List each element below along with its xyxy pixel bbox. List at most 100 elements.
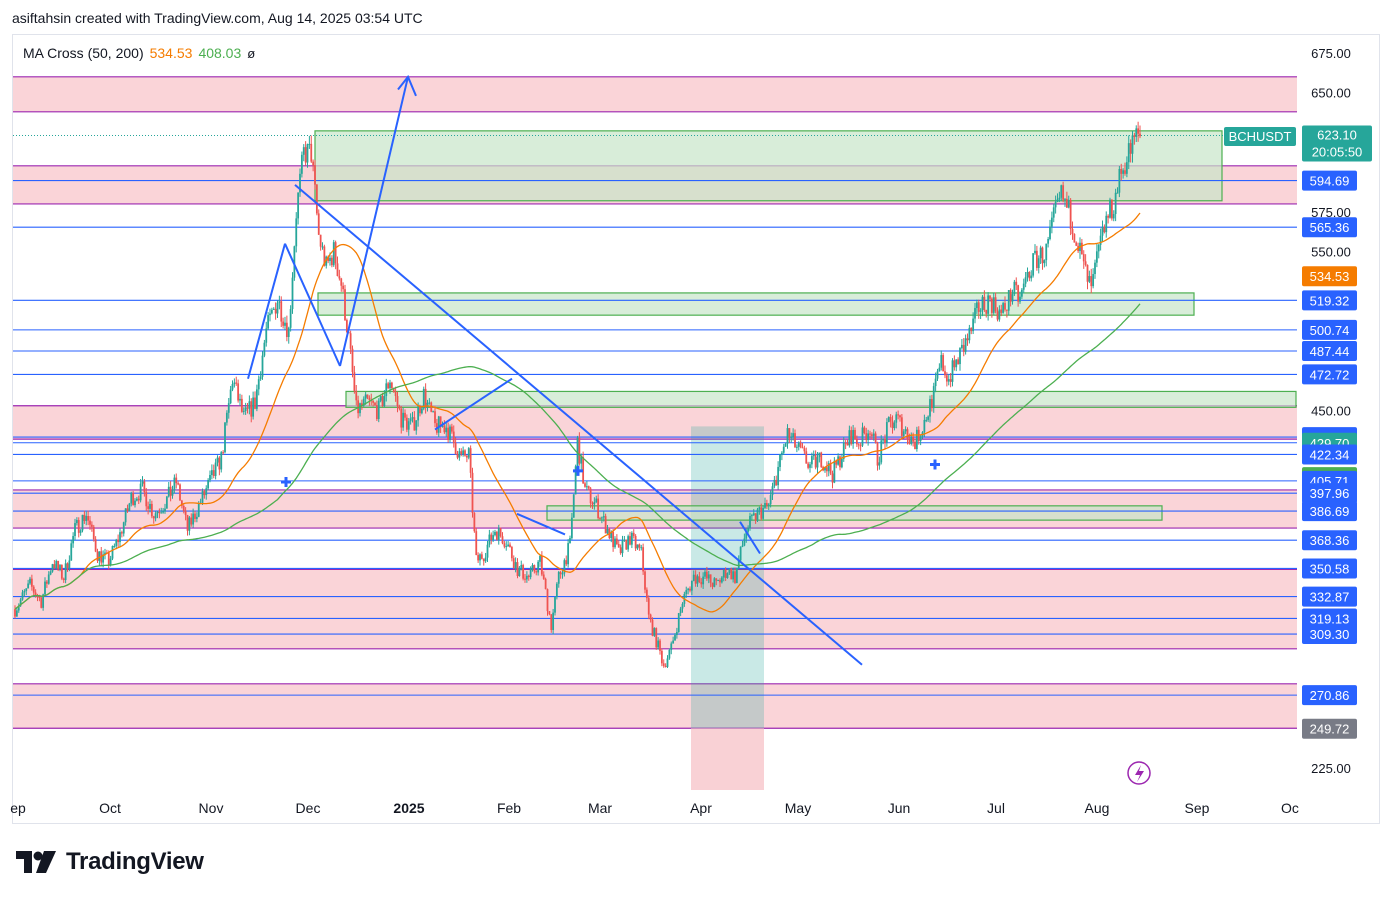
- candle-body: [914, 441, 916, 450]
- candle-body: [315, 184, 318, 214]
- candle-body: [589, 488, 592, 504]
- price-tag: [1302, 685, 1357, 706]
- pink-zone-3: [13, 683, 1297, 729]
- candle-body: [147, 506, 150, 509]
- candle-body: [587, 486, 590, 489]
- candle-body: [599, 518, 601, 520]
- candle-body: [90, 524, 93, 527]
- candle-body: [1069, 199, 1072, 229]
- candle-body: [104, 552, 106, 555]
- x-tick-label: 2025: [393, 800, 424, 816]
- price-axis: 675.00 650.00 575.00 550.00 450.00 225.00: [1311, 46, 1351, 776]
- candle-body: [794, 433, 796, 448]
- candle-body: [747, 528, 750, 532]
- candle-body: [595, 498, 598, 503]
- candle-body: [1022, 283, 1025, 290]
- candle-body: [330, 257, 333, 266]
- candle-body: [201, 491, 204, 503]
- candle-body: [902, 431, 905, 436]
- candle-body: [443, 425, 446, 433]
- candle-body: [990, 298, 993, 313]
- candle-body: [880, 440, 883, 463]
- candle-body: [542, 574, 545, 579]
- candle-body: [906, 429, 909, 440]
- candle-body: [445, 427, 448, 433]
- candle-body: [192, 513, 195, 525]
- candle-body: [799, 442, 802, 448]
- candle-body: [559, 572, 562, 575]
- candle-body: [610, 531, 613, 539]
- price-tag: [1302, 608, 1357, 629]
- price-tag: [1302, 364, 1357, 385]
- candle-body: [1125, 162, 1128, 174]
- candle-body: [340, 278, 343, 286]
- tradingview-logo[interactable]: TradingView: [14, 848, 204, 876]
- price-tag-text: 386.69: [1310, 504, 1350, 519]
- candle-body: [85, 515, 88, 522]
- candle-body: [846, 442, 849, 446]
- price-tag-text: 350.58: [1310, 561, 1350, 576]
- candle-body: [55, 560, 58, 569]
- candle-body: [83, 514, 86, 522]
- candle-body: [696, 576, 699, 584]
- candle-body: [919, 436, 922, 441]
- candle-body: [169, 486, 172, 496]
- candle-body: [1058, 197, 1061, 200]
- candle-body: [482, 558, 485, 562]
- candle-body: [713, 578, 716, 587]
- candle-body: [640, 547, 643, 549]
- candle-body: [777, 466, 780, 486]
- candle-body: [1062, 185, 1065, 200]
- price-tags: 623.10 20:05:50 594.69 565.36 534.53 519.32 50…: [1302, 125, 1372, 739]
- candle-body: [113, 545, 116, 547]
- visibility-icon[interactable]: ø: [247, 45, 256, 61]
- candle-body: [908, 439, 911, 444]
- candle-body: [992, 297, 995, 313]
- candle-body: [203, 491, 206, 496]
- candle-body: [750, 515, 753, 517]
- candle-body: [1080, 242, 1083, 255]
- indicator-legend[interactable]: MA Cross (50, 200) 534.53 408.03 ø: [23, 45, 255, 61]
- candle-body: [625, 539, 628, 550]
- candle-body: [974, 308, 976, 319]
- y-tick-label: 650.00: [1311, 86, 1351, 101]
- candle-body: [34, 592, 37, 596]
- candle-body: [1131, 135, 1134, 154]
- candle-body: [182, 505, 185, 511]
- candle-body: [164, 508, 166, 512]
- candle-body: [402, 412, 405, 428]
- candle-body: [829, 463, 832, 474]
- candle-body: [1071, 228, 1074, 234]
- candle-body: [790, 436, 793, 438]
- candle-body: [623, 539, 626, 541]
- price-tag: [1302, 341, 1357, 362]
- candle-body: [677, 613, 680, 633]
- candle-body: [265, 328, 268, 343]
- candle-body: [876, 442, 879, 466]
- x-tick-label: Jun: [888, 800, 911, 816]
- trend-line-4: [434, 377, 513, 431]
- candle-body: [1090, 276, 1093, 287]
- candle-body: [117, 539, 120, 543]
- candle-body: [302, 147, 305, 155]
- candle-body: [188, 517, 191, 531]
- candle-body: [987, 295, 990, 314]
- candle-body: [1107, 215, 1110, 218]
- candle-body: [1114, 192, 1117, 215]
- candle-body: [216, 457, 219, 463]
- candle-body: [788, 428, 791, 438]
- candle-body: [261, 355, 264, 377]
- candle-body: [38, 596, 41, 598]
- candle-body: [390, 382, 393, 389]
- candle-body: [885, 422, 888, 443]
- candle-body: [297, 192, 300, 219]
- candle-body: [1041, 247, 1044, 264]
- candle-body: [632, 532, 635, 536]
- candle-body: [597, 498, 600, 519]
- candle-body: [552, 612, 555, 630]
- candle-body: [527, 575, 530, 578]
- candle-body: [1019, 296, 1021, 302]
- price-tag-text: 397.96: [1310, 486, 1350, 501]
- candle-body: [62, 578, 65, 581]
